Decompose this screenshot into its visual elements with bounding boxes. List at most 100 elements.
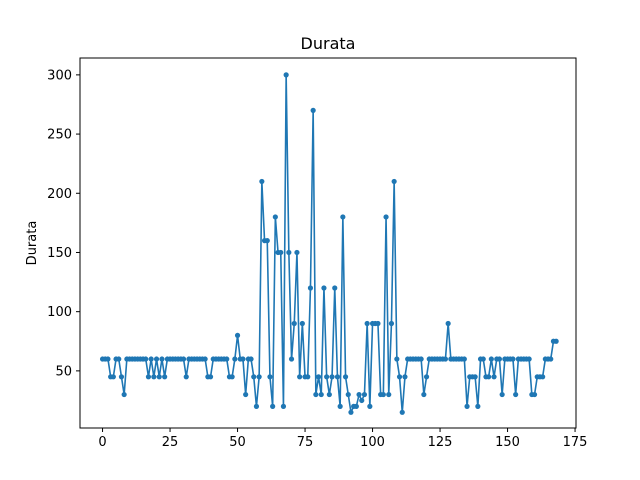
- data-point: [394, 356, 400, 362]
- data-point: [315, 374, 322, 380]
- data-point: [240, 356, 246, 362]
- data-point: [488, 356, 494, 362]
- data-point: [248, 356, 254, 362]
- data-point: [526, 356, 532, 362]
- x-tick-label: 175: [563, 435, 588, 450]
- x-tick-label: 0: [98, 435, 106, 450]
- data-point: [202, 356, 208, 362]
- data-point: [270, 403, 276, 409]
- data-point: [496, 356, 503, 362]
- data-point: [421, 391, 427, 398]
- plot-frame: [79, 57, 577, 429]
- data-point: [499, 391, 505, 398]
- data-point: [310, 107, 316, 113]
- data-point: [286, 249, 292, 256]
- data-point: [332, 285, 338, 291]
- chart-title: Durata: [301, 34, 356, 53]
- data-point: [232, 356, 238, 362]
- x-tick-label: 150: [495, 435, 520, 450]
- data-point: [321, 285, 327, 291]
- x-tick-label: 100: [360, 435, 385, 450]
- x-tick-label: 25: [162, 435, 179, 450]
- data-point: [375, 320, 381, 327]
- data-point: [207, 374, 214, 380]
- data-point: [391, 178, 397, 185]
- data-point: [340, 214, 346, 220]
- data-point: [251, 374, 257, 380]
- data-point: [510, 356, 516, 362]
- data-point: [359, 397, 365, 404]
- data-point: [386, 391, 392, 398]
- data-point: [283, 72, 289, 78]
- data-point: [234, 332, 241, 338]
- data-point: [418, 356, 424, 362]
- data-point: [329, 374, 335, 380]
- data-point: [383, 214, 389, 220]
- data-point: [491, 374, 497, 380]
- data-point: [442, 356, 449, 362]
- y-tick-label: 50: [55, 364, 72, 379]
- data-point: [342, 374, 349, 380]
- data-point: [337, 403, 343, 409]
- y-tick-label: 300: [47, 68, 72, 83]
- data-point: [513, 391, 519, 398]
- data-point: [153, 356, 160, 362]
- data-point: [399, 409, 405, 415]
- data-point: [423, 374, 430, 380]
- data-point: [540, 374, 546, 380]
- data-point: [256, 374, 262, 380]
- data-point: [326, 391, 332, 398]
- data-point: [280, 403, 287, 409]
- y-tick-label: 150: [47, 246, 72, 261]
- data-point: [294, 249, 300, 256]
- data-point: [278, 249, 284, 256]
- data-point: [148, 356, 154, 362]
- data-point: [313, 391, 319, 398]
- data-point: [110, 374, 116, 380]
- data-point: [151, 374, 157, 380]
- data-point: [299, 320, 305, 327]
- y-tick-label: 100: [47, 305, 72, 320]
- data-point: [324, 374, 330, 380]
- data-point: [345, 391, 351, 398]
- data-point: [243, 391, 249, 398]
- data-point: [288, 356, 295, 362]
- data-point: [472, 374, 478, 380]
- data-point: [334, 374, 341, 380]
- y-tick-label: 250: [47, 128, 72, 143]
- series-layer: [99, 72, 559, 415]
- data-point: [356, 391, 362, 398]
- data-point: [224, 356, 230, 362]
- data-point: [307, 285, 314, 291]
- axis-ticks: 0 25 50 75 100 125 150 175 50 100 150 200 250 300: [47, 68, 587, 450]
- data-point: [388, 320, 395, 327]
- x-tick-label: 125: [428, 435, 453, 450]
- data-point: [267, 374, 273, 380]
- data-point: [105, 356, 111, 362]
- data-point: [291, 320, 297, 327]
- y-axis-label: Durata: [25, 221, 40, 266]
- data-point: [364, 320, 370, 327]
- data-point: [180, 356, 187, 362]
- data-point: [461, 356, 467, 362]
- data-point: [264, 238, 270, 244]
- data-point: [480, 356, 486, 362]
- data-point: [162, 374, 168, 380]
- data-point: [156, 374, 162, 380]
- data-point: [361, 391, 368, 398]
- data-point: [348, 409, 354, 415]
- data-point: [553, 338, 559, 344]
- data-point: [402, 374, 408, 380]
- data-point: [318, 391, 324, 398]
- data-point: [272, 214, 278, 220]
- data-point: [396, 374, 403, 380]
- data-point: [297, 374, 303, 380]
- data-point: [445, 320, 451, 327]
- data-point: [486, 374, 492, 380]
- data-point: [145, 374, 152, 380]
- data-point: [475, 403, 481, 409]
- data-point: [116, 356, 122, 362]
- data-point: [548, 356, 554, 362]
- data-point: [159, 356, 165, 362]
